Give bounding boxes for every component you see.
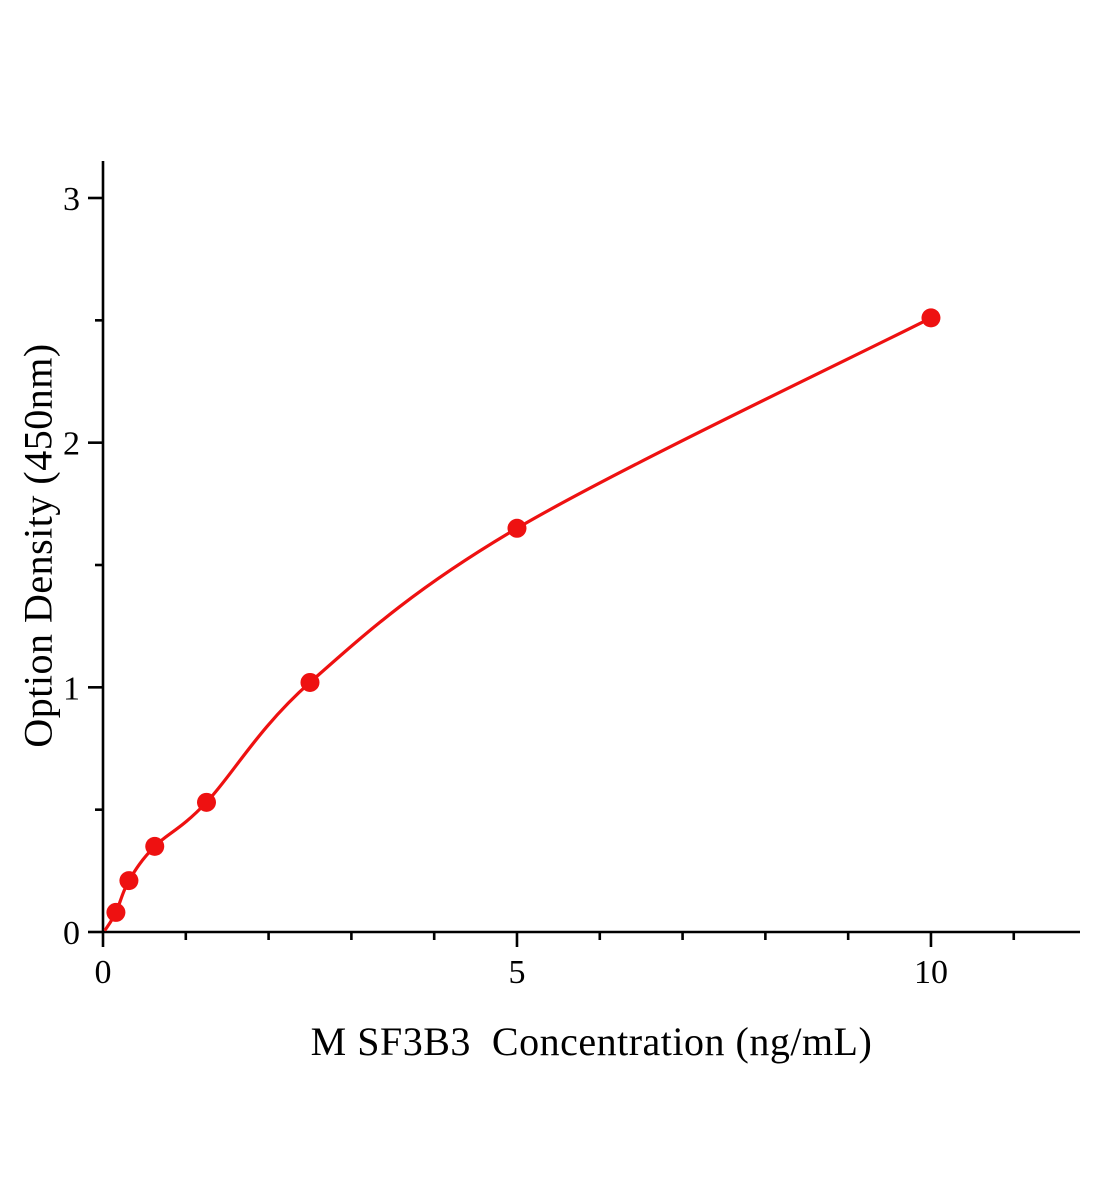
- y-tick-label: 0: [63, 915, 80, 952]
- x-axis-label: M SF3B3 Concentration (ng/mL): [310, 1019, 873, 1064]
- y-tick-label: 3: [63, 181, 80, 218]
- data-point: [119, 871, 139, 891]
- y-axis-label: Option Density (450nm): [15, 343, 61, 748]
- data-point: [300, 672, 320, 692]
- fit-curve: [103, 316, 933, 932]
- x-tick-label: 5: [508, 954, 525, 991]
- y-tick-label: 1: [63, 670, 80, 707]
- x-tick-label: 0: [95, 954, 112, 991]
- y-tick-label: 2: [63, 426, 80, 463]
- x-tick-label: 10: [914, 954, 948, 991]
- data-point: [921, 308, 941, 328]
- data-point: [145, 836, 165, 856]
- data-point: [196, 792, 216, 812]
- data-point: [507, 518, 527, 538]
- data-point: [106, 902, 126, 922]
